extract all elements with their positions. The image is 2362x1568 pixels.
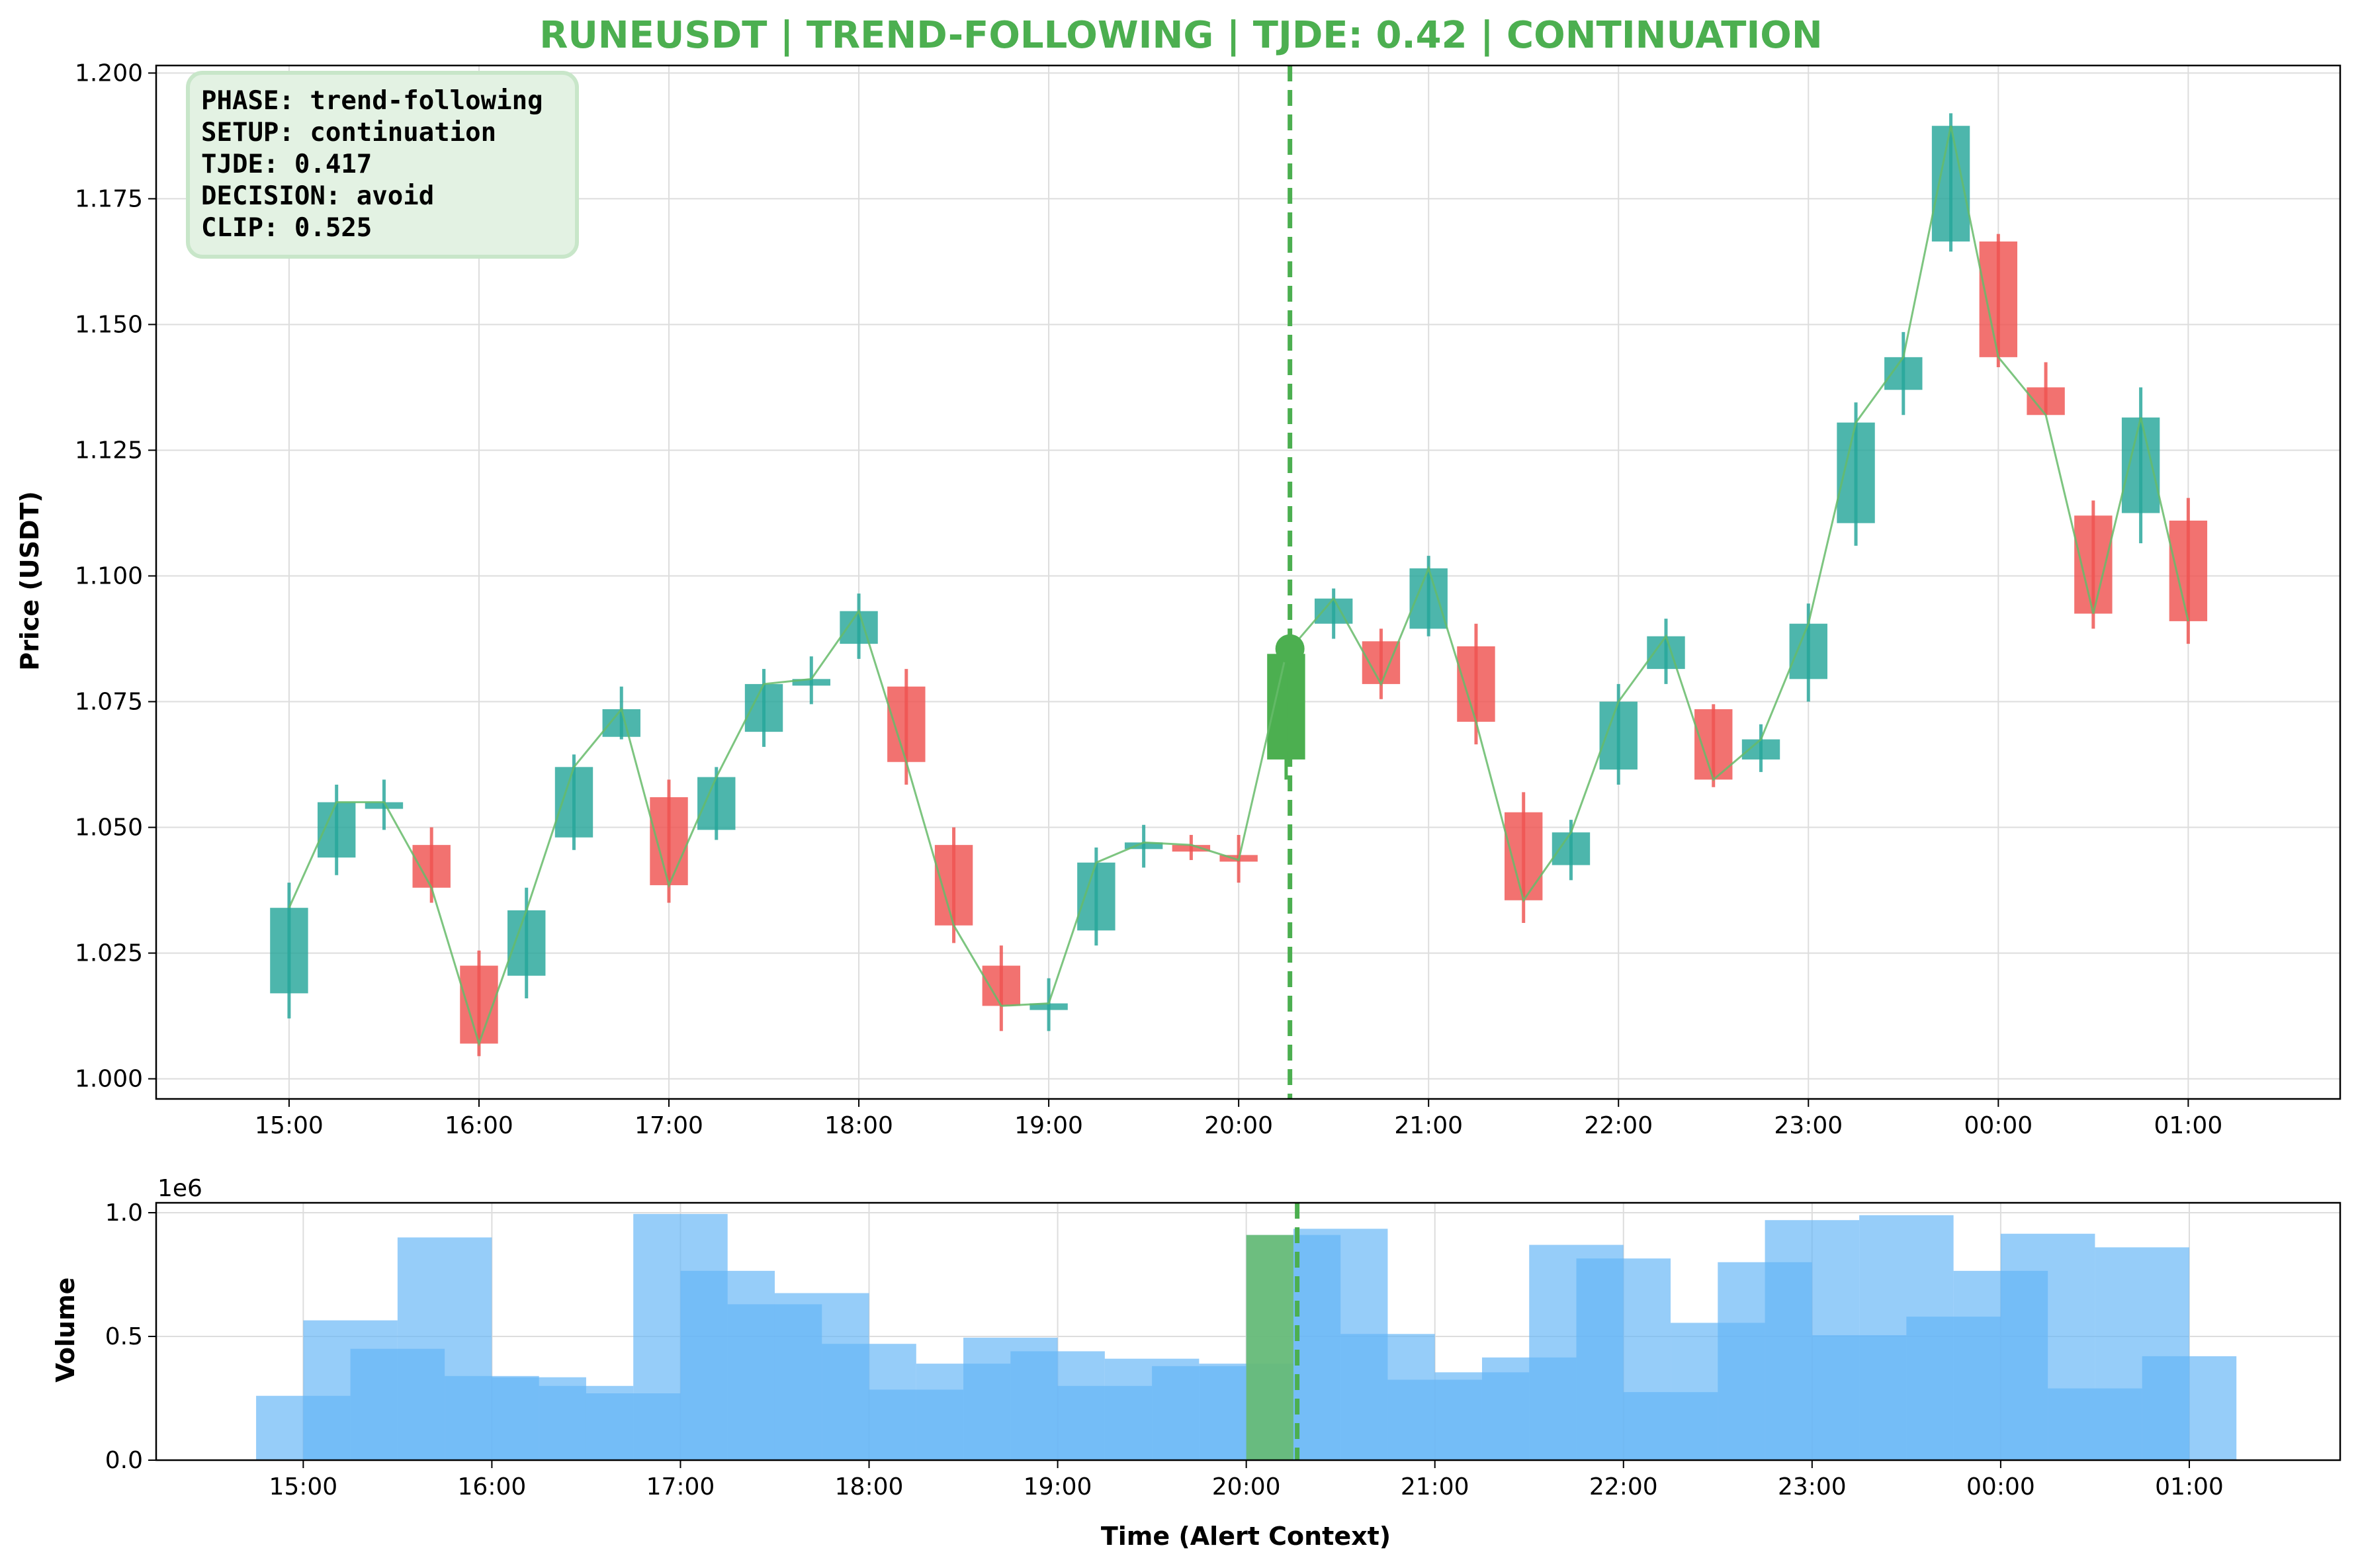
price-x-tick-label: 16:00 <box>445 1112 513 1139</box>
close-price-line <box>288 125 2189 1047</box>
candle-body <box>1077 862 1115 931</box>
time-axis-title: Time (Alert Context) <box>1101 1522 1391 1551</box>
candle-body <box>934 845 973 926</box>
price-y-tick-label: 1.075 <box>75 689 143 716</box>
candle-body <box>697 777 736 830</box>
candle-body <box>1172 845 1211 852</box>
volume-y-tick-label: 1.0 <box>105 1199 143 1227</box>
price-y-tick-label: 1.050 <box>75 814 143 842</box>
volume-x-tick-label: 18:00 <box>835 1473 904 1501</box>
volume-scale-label: 1e6 <box>157 1175 202 1202</box>
candle-body <box>1029 1003 1068 1010</box>
price-y-tick-label: 1.175 <box>75 185 143 212</box>
price-y-tick-label: 1.200 <box>75 60 143 87</box>
candle-body <box>1124 842 1163 849</box>
alert-marker <box>1275 634 1305 664</box>
candle-body <box>650 797 688 885</box>
info-box: PHASE: trend-following SETUP: continuati… <box>186 71 579 259</box>
price-y-tick-label: 1.125 <box>75 437 143 464</box>
candle-body <box>1931 126 1970 242</box>
volume-x-tick-label: 21:00 <box>1401 1473 1469 1501</box>
candle-body <box>2074 515 2113 614</box>
candle-body <box>2169 520 2208 621</box>
candle-body <box>1884 357 1923 390</box>
candle-body <box>1552 832 1591 865</box>
candle-body <box>2121 417 2160 513</box>
candle-body <box>1505 812 1543 900</box>
candle-body <box>1789 623 1827 679</box>
price-x-tick-label: 01:00 <box>2154 1112 2222 1139</box>
volume-x-tick-label: 19:00 <box>1024 1473 1092 1501</box>
candle-body <box>792 679 831 686</box>
price-x-tick-label: 22:00 <box>1584 1112 1653 1139</box>
candle-body <box>1314 598 1353 624</box>
candle-body <box>1979 241 2018 357</box>
chart-title: RUNEUSDT | TREND-FOLLOWING | TJDE: 0.42 … <box>539 14 1823 57</box>
volume-y-tick-label: 0.0 <box>105 1447 143 1474</box>
candle-body <box>270 908 308 994</box>
volume-panel-frame <box>155 1201 2341 1461</box>
candle-body <box>1837 422 1875 523</box>
price-x-tick-label: 17:00 <box>634 1112 703 1139</box>
info-line-phase: PHASE: trend-following <box>201 86 543 116</box>
price-x-tick-label: 15:00 <box>255 1112 324 1139</box>
volume-x-tick-label: 23:00 <box>1778 1473 1847 1501</box>
volume-y-tick-label: 0.5 <box>105 1323 143 1350</box>
candle-body <box>2027 387 2065 415</box>
price-panel-frame <box>155 64 2341 1100</box>
price-x-tick-label: 23:00 <box>1774 1112 1843 1139</box>
info-box-background <box>186 71 579 259</box>
candle-body <box>840 611 878 644</box>
volume-x-tick-label: 16:00 <box>458 1473 527 1501</box>
volume-bar-alert <box>1246 1235 1293 1460</box>
candle-body <box>507 910 546 976</box>
candle-body <box>602 709 640 737</box>
price-y-tick-label: 1.025 <box>75 940 143 967</box>
volume-x-tick-label: 01:00 <box>2155 1473 2224 1501</box>
candle-body <box>1362 641 1401 684</box>
candle-body <box>1647 636 1685 670</box>
price-axis-title: Price (USDT) <box>15 491 44 671</box>
price-x-tick-label: 00:00 <box>1964 1112 2033 1139</box>
price-y-tick-label: 1.150 <box>75 311 143 338</box>
price-x-tick-label: 21:00 <box>1394 1112 1463 1139</box>
volume-x-tick-label: 00:00 <box>1966 1473 2035 1501</box>
candle-body <box>365 802 404 809</box>
volume-x-tick-label: 17:00 <box>646 1473 715 1501</box>
volume-x-tick-label: 22:00 <box>1589 1473 1658 1501</box>
info-line-clip: CLIP: 0.525 <box>201 213 372 243</box>
price-panel: 15:00 16:00 17:00 18:00 19:00 20:00 21:00 22:00… <box>75 60 2341 1139</box>
candle-body <box>1267 654 1305 760</box>
candle-body <box>412 845 451 888</box>
volume-bar <box>2142 1356 2237 1460</box>
candle-body <box>1457 646 1495 722</box>
volume-axis-title: Volume <box>51 1278 80 1383</box>
info-line-setup: SETUP: continuation <box>201 118 496 148</box>
price-y-tick-label: 1.000 <box>75 1066 143 1093</box>
price-x-tick-label: 18:00 <box>824 1112 893 1139</box>
price-x-tick-label: 20:00 <box>1204 1112 1273 1139</box>
volume-x-tick-label: 20:00 <box>1212 1473 1281 1501</box>
volume-panel: 15:00 16:00 17:00 18:00 19:00 20:00 21:00 22:00… <box>105 1199 2341 1501</box>
price-x-tick-label: 19:00 <box>1014 1112 1083 1139</box>
info-line-tjde: TJDE: 0.417 <box>201 150 372 179</box>
price-y-tick-label: 1.100 <box>75 562 143 589</box>
volume-x-tick-label: 15:00 <box>269 1473 337 1501</box>
info-line-decision: DECISION: avoid <box>201 181 434 211</box>
candle-body <box>982 965 1021 1006</box>
candle-body <box>887 686 926 762</box>
candle-body <box>554 767 593 838</box>
